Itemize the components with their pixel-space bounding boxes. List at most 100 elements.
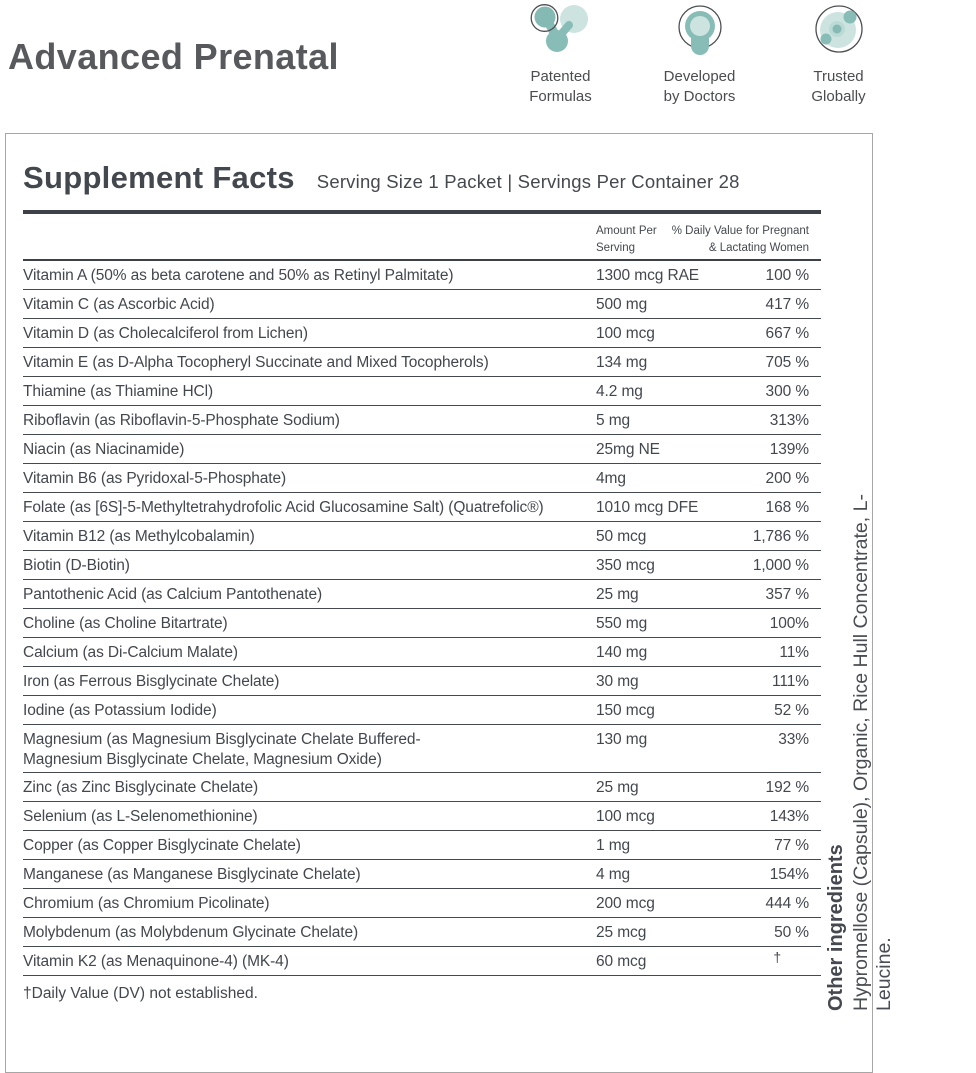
- column-header-daily-value: % Daily Value for Pregnant & Lactating W…: [671, 225, 809, 254]
- row-dv: 50 %: [774, 924, 809, 942]
- row-dv: 154%: [769, 866, 809, 884]
- row-nutrient: Folate (as [6S]-5-Methyltetrahydrofolic …: [23, 499, 544, 516]
- row-dv: 357 %: [765, 586, 810, 603]
- row-nutrient: Vitamin D (as Cholecalciferol from Liche…: [23, 325, 308, 342]
- row-nutrient: Vitamin E (as D-Alpha Tocopheryl Succina…: [23, 354, 489, 371]
- facts-title: Supplement Facts: [23, 160, 295, 195]
- row-amount: 200 mcg: [596, 895, 655, 913]
- row-amount: 140 mg: [596, 644, 648, 661]
- table-row: Vitamin D (as Cholecalciferol from Liche…: [23, 319, 821, 348]
- row-amount: 30 mg: [596, 673, 639, 690]
- page-title: Advanced Prenatal: [8, 36, 339, 77]
- supplement-facts-panel: Supplement Facts Serving Size 1 Packet |…: [5, 133, 873, 1073]
- table-row: Vitamin A (50% as beta carotene and 50% …: [23, 261, 821, 290]
- row-dv: 1,000 %: [752, 557, 809, 574]
- row-nutrient: Vitamin C (as Ascorbic Acid): [23, 296, 215, 313]
- row-amount: 100 mcg: [596, 325, 655, 342]
- badge-label: Trusted Globally: [811, 68, 866, 106]
- row-amount: 1 mg: [596, 837, 631, 855]
- table-row: Chromium (as Chromium Picolinate) 200 mc…: [23, 889, 821, 919]
- row-amount: 25 mcg: [596, 924, 647, 942]
- row-amount: 1010 mcg DFE: [596, 499, 699, 516]
- badge-label: Patented Formulas: [529, 68, 592, 106]
- row-dv: 77 %: [774, 837, 809, 855]
- row-dv: 52 %: [774, 702, 809, 719]
- row-amount: 25 mg: [596, 779, 639, 797]
- table-row: Magnesium (as Magnesium Bisglycinate Che…: [23, 725, 821, 774]
- column-header-row: Amount Per Serving % Daily Value for Pre…: [23, 214, 821, 259]
- table-row: Zinc (as Zinc Bisglycinate Chelate) 25 m…: [23, 773, 821, 803]
- header-rule-thick: [23, 210, 821, 214]
- row-amount: 60 mcg: [596, 953, 647, 971]
- table-row: Vitamin K2 (as Menaquinone-4) (MK-4) 60 …: [23, 947, 821, 977]
- row-nutrient: Iodine (as Potassium Iodide): [23, 702, 217, 719]
- row-nutrient: Zinc (as Zinc Bisglycinate Chelate): [23, 779, 259, 797]
- row-dv: 705 %: [765, 354, 810, 371]
- table-row: Biotin (D-Biotin) 350 mcg 1,000 %: [23, 551, 821, 580]
- row-dv: 417 %: [765, 296, 810, 313]
- row-amount: 1300 mcg RAE: [596, 267, 700, 284]
- row-dv: 1,786 %: [752, 528, 809, 545]
- row-nutrient: Chromium (as Chromium Picolinate): [23, 895, 270, 913]
- table-row: Molybdenum (as Molybdenum Glycinate Chel…: [23, 918, 821, 948]
- row-amount: 550 mg: [596, 615, 648, 632]
- row-amount: 130 mg: [596, 731, 648, 748]
- table-row: Vitamin B12 (as Methylcobalamin) 50 mcg …: [23, 522, 821, 551]
- row-nutrient: Vitamin B12 (as Methylcobalamin): [23, 528, 255, 545]
- row-amount: 100 mcg: [596, 808, 655, 826]
- row-dv: †: [773, 949, 781, 966]
- globe-icon: [811, 2, 867, 60]
- row-amount: 150 mcg: [596, 702, 655, 719]
- table-row: Choline (as Choline Bitartrate) 550 mg 1…: [23, 609, 821, 638]
- badge-patented-formulas: Patented Formulas: [497, 2, 624, 108]
- badge-developed-by-doctors: Developed by Doctors: [636, 2, 763, 108]
- row-dv: 667 %: [765, 325, 810, 342]
- row-dv: 33%: [778, 731, 809, 748]
- row-nutrient: Pantothenic Acid (as Calcium Pantothenat…: [23, 586, 323, 603]
- row-dv: 168 %: [765, 499, 810, 516]
- row-nutrient: Niacin (as Niacinamide): [23, 441, 185, 458]
- row-amount: 50 mcg: [596, 528, 647, 545]
- row-dv: 444 %: [765, 895, 810, 913]
- row-nutrient: Calcium (as Di-Calcium Malate): [23, 644, 238, 661]
- other-ingredients-heading: Other ingredients: [825, 844, 847, 1011]
- row-amount: 4mg: [596, 470, 626, 487]
- row-nutrient: Copper (as Copper Bisglycinate Chelate): [23, 837, 301, 855]
- other-ingredients: Other ingredients Hypromellose (Capsule)…: [823, 451, 896, 1011]
- serving-info: Serving Size 1 Packet | Servings Per Con…: [316, 171, 740, 192]
- table-row: Vitamin C (as Ascorbic Acid) 500 mg 417 …: [23, 290, 821, 319]
- row-nutrient: Choline (as Choline Bitartrate): [23, 615, 228, 632]
- row-dv: 313%: [769, 412, 809, 429]
- row-dv: 300 %: [765, 383, 810, 400]
- header-rule-thin: [23, 259, 821, 261]
- row-amount: 4.2 mg: [596, 383, 643, 400]
- table-row: Iron (as Ferrous Bisglycinate Chelate) 3…: [23, 667, 821, 696]
- column-header-amount: Amount Per Serving: [596, 225, 657, 254]
- table-row: Pantothenic Acid (as Calcium Pantothenat…: [23, 580, 821, 609]
- row-nutrient: Biotin (D-Biotin): [23, 557, 130, 574]
- row-dv: 192 %: [765, 779, 810, 797]
- molecule-icon: [530, 2, 592, 60]
- row-dv: 100 %: [765, 267, 810, 284]
- facts-rows: Vitamin A (50% as beta carotene and 50% …: [23, 261, 821, 977]
- row-amount: 500 mg: [596, 296, 648, 313]
- footnote: †Daily Value (DV) not established.: [23, 985, 258, 1003]
- badge-label: Developed by Doctors: [663, 68, 736, 106]
- row-nutrient: Vitamin K2 (as Menaquinone-4) (MK-4): [23, 953, 289, 971]
- table-row: Thiamine (as Thiamine HCl) 4.2 mg 300 %: [23, 377, 821, 406]
- table-row: Niacin (as Niacinamide) 25mg NE 139%: [23, 435, 821, 464]
- row-amount: 5 mg: [596, 412, 631, 429]
- row-amount: 350 mcg: [596, 557, 655, 574]
- table-row: Vitamin E (as D-Alpha Tocopheryl Succina…: [23, 348, 821, 377]
- row-dv: 143%: [769, 808, 809, 826]
- row-nutrient: Thiamine (as Thiamine HCl): [23, 383, 214, 400]
- row-nutrient: Molybdenum (as Molybdenum Glycinate Chel…: [23, 924, 359, 942]
- row-dv: 139%: [769, 441, 809, 458]
- row-nutrient: Iron (as Ferrous Bisglycinate Chelate): [23, 673, 280, 690]
- row-dv: 200 %: [765, 470, 810, 487]
- stethoscope-icon: [672, 2, 728, 60]
- row-amount: 25 mg: [596, 586, 639, 603]
- row-dv: 111%: [772, 673, 809, 690]
- other-ingredients-text: Hypromellose (Capsule), Organic, Rice Hu…: [850, 494, 895, 1011]
- badge-trusted-globally: Trusted Globally: [775, 2, 902, 108]
